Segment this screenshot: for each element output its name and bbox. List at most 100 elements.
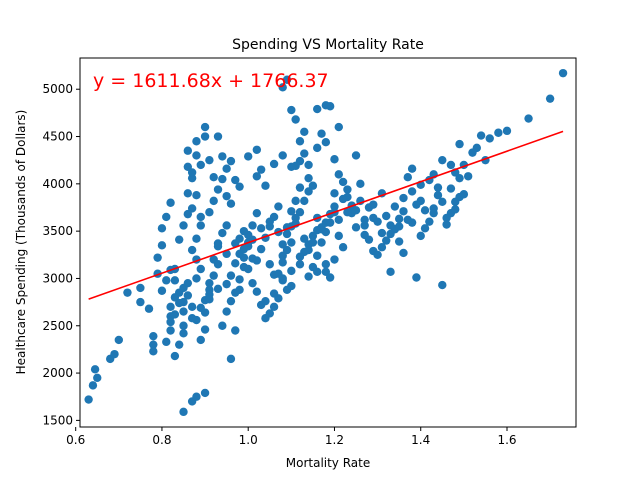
- data-point: [287, 266, 296, 276]
- data-point: [300, 149, 309, 158]
- data-point: [308, 238, 318, 247]
- data-point: [442, 220, 451, 229]
- data-point: [166, 302, 175, 312]
- data-point: [399, 193, 408, 203]
- data-point: [166, 326, 175, 335]
- data-point: [282, 245, 292, 255]
- data-point: [325, 273, 335, 282]
- data-point: [222, 164, 231, 173]
- data-point: [88, 381, 98, 390]
- data-point: [304, 272, 313, 281]
- data-point: [153, 253, 162, 262]
- data-point: [252, 145, 262, 154]
- data-point: [261, 296, 270, 306]
- data-point: [239, 244, 249, 254]
- data-point: [295, 183, 305, 192]
- data-point: [166, 198, 175, 207]
- data-point: [231, 175, 240, 185]
- data-point: [304, 173, 313, 183]
- data-point: [269, 302, 279, 312]
- data-point: [239, 226, 249, 236]
- data-point: [209, 196, 218, 206]
- data-point: [231, 288, 240, 297]
- data-point: [252, 287, 262, 296]
- data-point: [313, 104, 322, 114]
- data-point: [252, 172, 262, 181]
- data-point: [295, 252, 305, 261]
- data-point: [321, 267, 331, 277]
- data-point: [278, 258, 287, 267]
- data-point: [196, 221, 205, 230]
- x-tick-label: 0.6: [66, 433, 85, 447]
- data-point: [455, 139, 464, 149]
- x-tick-label: 1.0: [239, 433, 258, 447]
- data-point: [377, 228, 387, 238]
- data-point: [287, 105, 296, 115]
- data-point: [218, 321, 227, 330]
- data-point: [313, 251, 322, 260]
- data-point: [265, 309, 274, 318]
- data-point: [84, 395, 93, 404]
- data-point: [438, 280, 447, 290]
- data-point: [545, 94, 555, 103]
- data-point: [222, 191, 231, 201]
- data-point: [476, 131, 486, 140]
- data-point: [287, 281, 296, 291]
- data-point: [183, 189, 193, 198]
- data-point: [93, 373, 102, 382]
- data-point: [136, 283, 145, 293]
- regression-layer: [88, 130, 564, 300]
- data-point: [433, 190, 443, 200]
- data-point: [149, 331, 158, 341]
- data-point: [442, 213, 451, 223]
- data-point: [364, 235, 374, 244]
- data-point: [226, 354, 236, 364]
- data-point: [213, 132, 223, 141]
- data-point: [295, 156, 305, 166]
- data-point: [386, 267, 395, 277]
- chart-title: Spending VS Mortality Rate: [232, 37, 424, 53]
- data-point: [200, 132, 210, 141]
- data-point: [416, 231, 425, 241]
- data-point: [459, 190, 469, 199]
- data-point: [295, 208, 305, 217]
- data-point: [360, 215, 369, 224]
- data-point: [287, 207, 296, 216]
- data-point: [334, 122, 343, 132]
- data-point: [300, 196, 309, 206]
- data-point: [282, 75, 292, 84]
- data-point: [179, 329, 188, 338]
- data-point: [179, 407, 188, 417]
- data-point: [317, 129, 326, 138]
- data-point: [425, 217, 434, 226]
- x-axis-label: Mortality Rate: [286, 456, 371, 470]
- data-point: [502, 126, 512, 136]
- data-point: [524, 114, 533, 123]
- data-point: [386, 221, 395, 230]
- data-point: [170, 276, 180, 285]
- points-layer: [84, 68, 568, 417]
- data-point: [157, 241, 167, 250]
- data-point: [403, 215, 412, 224]
- y-axis-ticks: 1500 2000 2500 3000 3500 4000 4500 5000: [42, 82, 80, 427]
- data-point: [403, 173, 412, 182]
- data-point: [287, 238, 296, 247]
- data-point: [407, 187, 417, 196]
- data-point: [183, 291, 193, 300]
- data-point: [200, 388, 210, 398]
- data-point: [162, 276, 171, 285]
- data-point: [274, 202, 283, 211]
- data-point: [205, 278, 214, 288]
- data-point: [485, 134, 494, 143]
- data-point: [394, 214, 404, 224]
- data-point: [248, 221, 257, 230]
- data-point: [300, 234, 309, 243]
- x-tick-label: 1.4: [411, 433, 430, 447]
- data-point: [162, 337, 171, 347]
- y-tick-label: 5000: [42, 82, 73, 96]
- data-point: [330, 255, 339, 264]
- data-point: [192, 137, 201, 146]
- data-point: [183, 278, 193, 288]
- data-point: [321, 138, 331, 147]
